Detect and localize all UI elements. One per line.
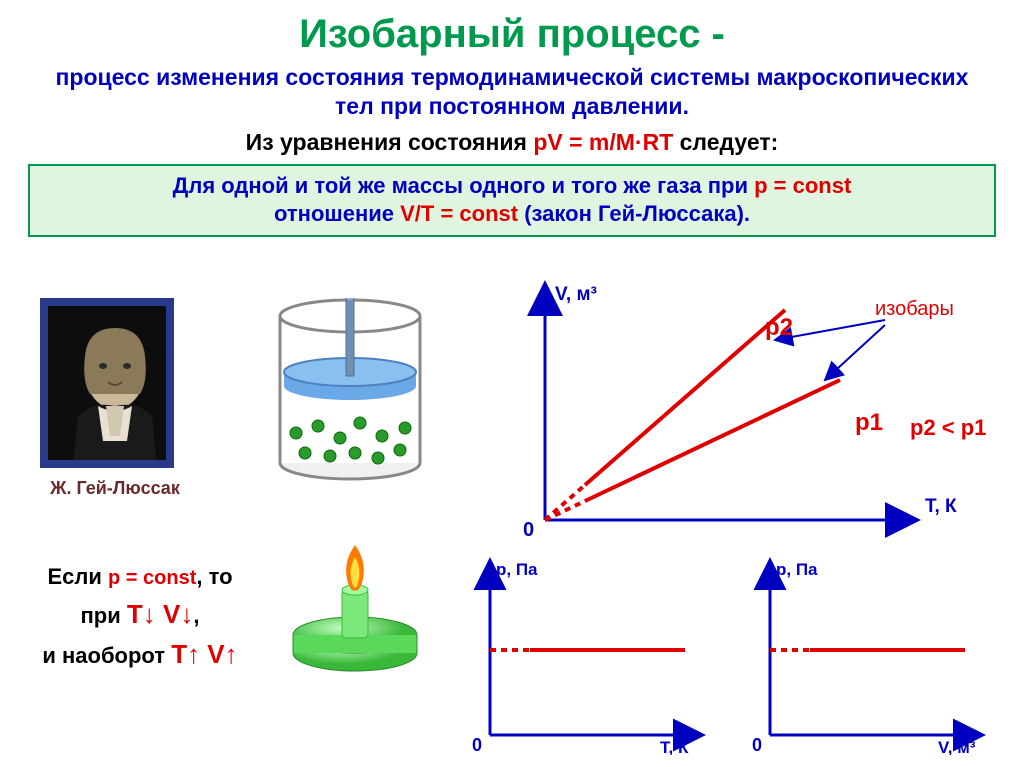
rel-p2: p = const bbox=[108, 567, 196, 589]
isobar-label: изобары bbox=[875, 298, 954, 321]
page-title: Изобарный процесс - bbox=[0, 0, 1024, 57]
portrait-caption: Ж. Гей-Люссак bbox=[40, 478, 190, 499]
eq-pre: Из уравнения состояния bbox=[246, 129, 534, 155]
rel-p7: и наоборот bbox=[42, 643, 171, 668]
rel-p3: , то bbox=[196, 564, 232, 589]
law-1a: Для одной и той же массы одного и того ж… bbox=[173, 173, 754, 198]
eq-post: следует: bbox=[673, 129, 778, 155]
rel-p5: T↓ V↓ bbox=[127, 599, 193, 629]
pv-chart: 0 p, Па V, м³ bbox=[740, 555, 1000, 755]
relation-text: Если p = const, то при T↓ V↓, и наоборот… bbox=[20, 560, 260, 675]
pt-origin: 0 bbox=[472, 735, 482, 755]
rel-p6: , bbox=[193, 603, 199, 628]
vt-xlabel: T, К bbox=[925, 496, 957, 517]
vt-ylabel: V, м³ bbox=[555, 284, 597, 305]
pt-ylabel: p, Па bbox=[496, 560, 538, 579]
rel-p1: Если bbox=[47, 564, 108, 589]
vt-rel: p2 < p1 bbox=[910, 415, 986, 440]
equation-line: Из уравнения состояния pV = m/M·RT следу… bbox=[0, 121, 1024, 156]
pt-xlabel: T, К bbox=[660, 738, 689, 755]
portrait-image bbox=[40, 298, 174, 468]
pv-xlabel: V, м³ bbox=[938, 738, 976, 755]
vt-p2: p2 bbox=[765, 314, 793, 341]
eq-formula: pV = m/M·RT bbox=[533, 129, 673, 155]
vt-chart: 0 V, м³ T, К p2 p1 p2 < p1 изобары bbox=[505, 280, 1005, 540]
pv-ylabel: p, Па bbox=[776, 560, 818, 579]
law-box: Для одной и той же массы одного и того ж… bbox=[28, 164, 996, 237]
vt-origin: 0 bbox=[523, 519, 534, 540]
law-2c: (закон Гей-Люссака). bbox=[518, 201, 750, 226]
subtitle: процесс изменения состояния термодинамич… bbox=[0, 57, 1024, 121]
rel-p8: T↑ V↑ bbox=[171, 639, 237, 669]
law-1b: p = const bbox=[754, 173, 851, 198]
portrait-block: Ж. Гей-Люссак bbox=[40, 298, 190, 499]
burner-diagram bbox=[280, 535, 430, 675]
vt-p1: p1 bbox=[855, 409, 883, 436]
law-2b: V/T = const bbox=[400, 201, 518, 226]
pt-chart: 0 p, Па T, К bbox=[460, 555, 720, 755]
cylinder-diagram bbox=[260, 298, 440, 483]
pv-origin: 0 bbox=[752, 735, 762, 755]
rel-p4: при bbox=[81, 603, 127, 628]
law-2a: отношение bbox=[274, 201, 400, 226]
